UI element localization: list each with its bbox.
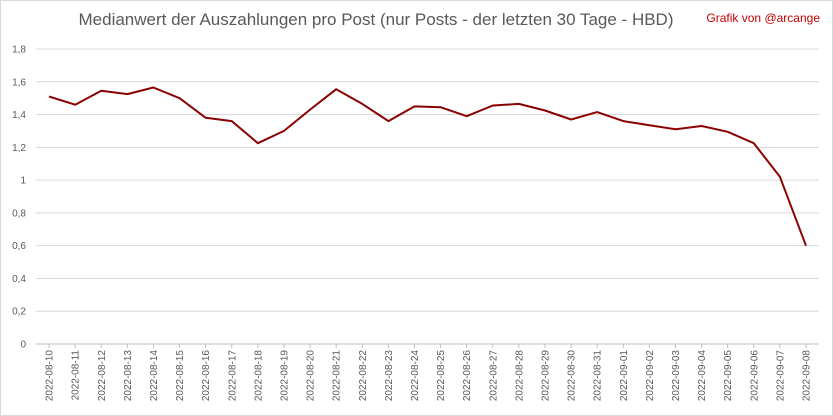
x-tick-label: 2022-08-29 xyxy=(540,350,551,402)
x-tick-label: 2022-08-28 xyxy=(514,350,525,402)
x-tick-label: 2022-08-30 xyxy=(567,350,578,402)
credit-label: Grafik von @arcange xyxy=(706,11,820,25)
x-tick-label: 2022-08-15 xyxy=(175,350,186,402)
x-tick-label: 2022-08-17 xyxy=(227,350,238,402)
y-tick-label: 0,8 xyxy=(12,208,26,219)
gridlines xyxy=(36,48,819,312)
x-tick-label: 2022-08-19 xyxy=(279,350,290,402)
x-tick-label: 2022-08-16 xyxy=(201,350,212,402)
y-tick-label: 1,2 xyxy=(12,143,26,154)
y-tick-label: 0,6 xyxy=(12,241,26,252)
series xyxy=(48,86,807,247)
y-tick-label: 1,8 xyxy=(12,45,26,56)
x-tick-label: 2022-08-26 xyxy=(462,350,473,402)
x-tick-label: 2022-09-06 xyxy=(749,350,760,402)
x-tick-label: 2022-09-07 xyxy=(775,350,786,402)
x-tick-label: 2022-08-12 xyxy=(97,350,108,402)
x-axis-ticks: 2022-08-10 2022-08-11 2022-08-12 2022-08-13… xyxy=(45,350,813,402)
y-axis-ticks: 0 0,2 0,4 0,6 0,8 1 1,2 1,4 1,6 1,8 xyxy=(12,45,26,351)
x-tick-label: 2022-08-25 xyxy=(436,350,447,402)
y-tick-label: 0,4 xyxy=(12,274,26,285)
x-tick-label: 2022-08-18 xyxy=(253,350,264,402)
x-tick-label: 2022-08-14 xyxy=(149,350,160,402)
x-tick-label: 2022-09-08 xyxy=(801,350,812,402)
y-tick-label: 0 xyxy=(20,340,26,351)
x-tick-label: 2022-08-11 xyxy=(71,350,82,401)
x-tick-label: 2022-08-22 xyxy=(358,350,369,402)
x-tick-label: 2022-09-03 xyxy=(671,350,682,402)
y-tick-label: 0,2 xyxy=(12,307,26,318)
x-tick-label: 2022-09-01 xyxy=(619,350,630,402)
x-tick-label: 2022-08-20 xyxy=(306,350,317,402)
x-tick-label: 2022-08-13 xyxy=(123,350,134,402)
x-tick-label: 2022-08-27 xyxy=(488,350,499,402)
y-tick-label: 1,4 xyxy=(12,110,26,121)
y-tick-label: 1 xyxy=(20,176,26,187)
series-line xyxy=(48,86,807,247)
x-tick-label: 2022-09-04 xyxy=(697,350,708,402)
x-tick-label: 2022-09-02 xyxy=(645,350,656,402)
y-tick-label: 1,6 xyxy=(12,77,26,88)
x-tick-label: 2022-08-23 xyxy=(384,350,395,402)
x-tick-label: 2022-08-10 xyxy=(45,350,56,402)
x-axis xyxy=(36,343,819,348)
chart-title: Medianwert der Auszahlungen pro Post (nu… xyxy=(78,10,674,29)
x-tick-label: 2022-08-24 xyxy=(410,350,421,402)
x-tick-label: 2022-08-31 xyxy=(593,350,604,402)
x-tick-label: 2022-09-05 xyxy=(723,350,734,402)
x-tick-label: 2022-08-21 xyxy=(332,350,343,402)
